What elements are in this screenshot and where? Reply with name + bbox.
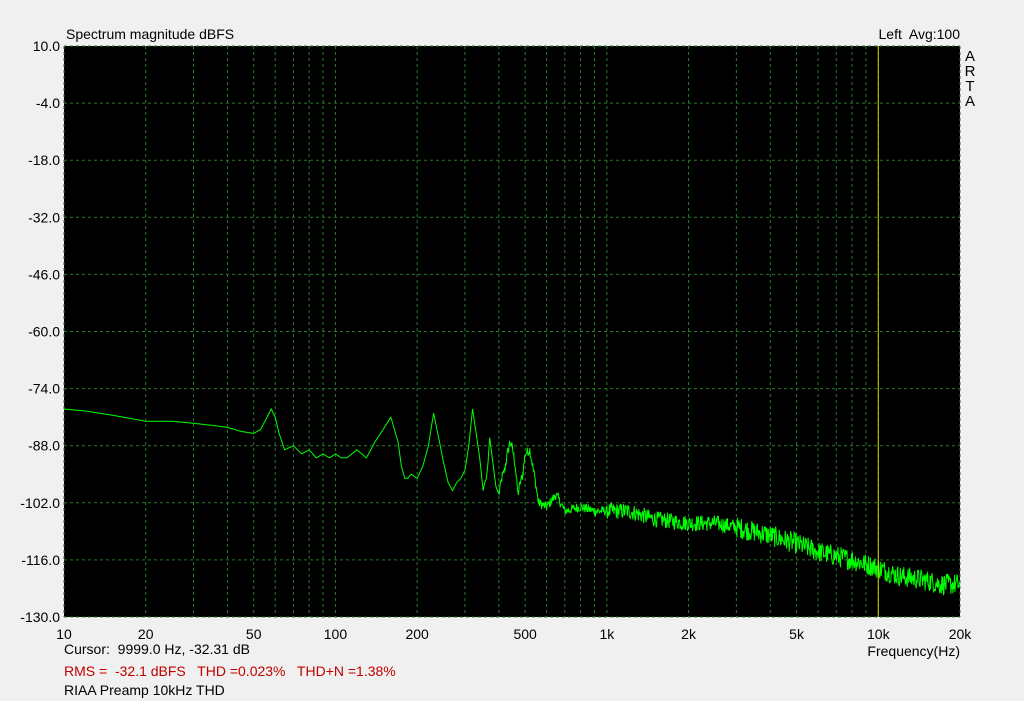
y-tick-label: -4.0 — [36, 95, 60, 111]
x-tick-label: 2k — [681, 626, 697, 642]
spectrum-trace — [64, 407, 961, 596]
y-tick-label: -116.0 — [21, 552, 60, 568]
brand-letter: A — [965, 93, 975, 110]
x-tick-label: 100 — [324, 626, 348, 642]
y-tick-label: -130.0 — [20, 609, 60, 625]
chart-caption: RIAA Preamp 10kHz THD — [64, 682, 225, 698]
measurement-readout: RMS = -32.1 dBFS THD =0.023% THD+N =1.38… — [64, 663, 396, 679]
x-tick-label: 10k — [867, 626, 891, 642]
channel-avg-label: Left Avg:100 — [879, 26, 961, 42]
x-tick-label: 20k — [949, 626, 973, 642]
x-tick-label: 50 — [246, 626, 262, 642]
cursor-readout: Cursor: 9999.0 Hz, -32.31 dB — [64, 641, 250, 657]
grid-lines — [63, 45, 961, 618]
x-tick-label: 10 — [56, 626, 72, 642]
brand-letter: R — [965, 63, 976, 80]
brand-letter: A — [965, 48, 975, 65]
y-tick-label: -88.0 — [28, 438, 60, 454]
x-tick-label: 1k — [599, 626, 615, 642]
chart-title: Spectrum magnitude dBFS — [66, 26, 234, 42]
y-tick-label: -32.0 — [28, 209, 60, 225]
y-tick-label: -74.0 — [28, 381, 60, 397]
x-tick-label: 20 — [138, 626, 154, 642]
y-tick-label: -102.0 — [20, 495, 60, 511]
x-tick-label: 5k — [789, 626, 805, 642]
y-tick-label: -60.0 — [28, 324, 60, 340]
y-tick-label: -18.0 — [28, 152, 60, 168]
brand-letter: T — [965, 78, 974, 95]
tick-labels: 10.0 -4.0 -18.0 -32.0 -46.0 -60.0 -74.0 -88.0 -1… — [20, 38, 972, 642]
y-tick-label: 10.0 — [33, 38, 60, 54]
x-axis-label: Frequency(Hz) — [867, 643, 960, 659]
y-tick-label: -46.0 — [28, 266, 60, 282]
x-tick-label: 200 — [405, 626, 429, 642]
x-tick-label: 500 — [513, 626, 537, 642]
